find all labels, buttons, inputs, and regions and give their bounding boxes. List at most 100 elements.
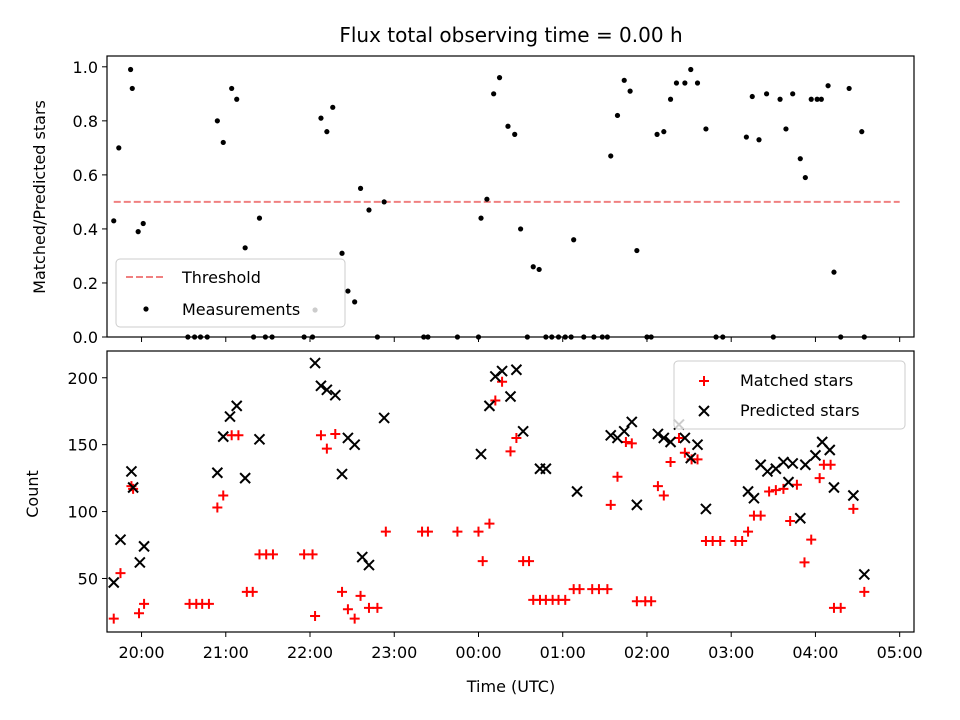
measurement-point (790, 91, 796, 97)
measurement-point (614, 112, 621, 119)
predicted-star-point (748, 492, 760, 504)
x-tick-label: 20:00 (118, 643, 164, 662)
bottom-y-tick-label: 50 (78, 569, 98, 588)
top-plot-area (111, 66, 900, 340)
measurement-point (127, 66, 134, 73)
measurement-point (763, 91, 770, 97)
measurement-point (318, 115, 324, 121)
predicted-star-point (824, 444, 836, 456)
matched-star-point (247, 586, 258, 597)
measurement-point (673, 80, 680, 86)
predicted-star-point (540, 463, 552, 475)
predicted-star-point (496, 365, 508, 377)
legend-predicted-swatch (698, 405, 710, 417)
matched-star-point (473, 526, 484, 537)
matched-star-point (330, 428, 341, 439)
top-legend-box (115, 258, 346, 328)
matched-star-point (203, 598, 214, 609)
matched-star-point (814, 473, 825, 484)
matched-star-point (212, 502, 223, 513)
measurement-point (366, 207, 372, 213)
measurement-point (512, 131, 518, 137)
predicted-star-point (605, 429, 617, 442)
measurement-point (234, 96, 240, 102)
predicted-star-point (631, 499, 643, 511)
matched-star-point (612, 471, 623, 482)
measurement-point (859, 129, 865, 135)
matched-star-point (825, 459, 836, 470)
predicted-star-point (321, 384, 333, 396)
bottom-subplot: Count 50 100 150 200 20:00 21:00 22:00 23:00 00… (23, 350, 923, 696)
x-tick-label: 04:00 (792, 643, 838, 662)
matched-star-point (372, 602, 383, 613)
predicted-star-point (253, 433, 266, 446)
predicted-star-point (786, 457, 799, 470)
matched-star-point (755, 510, 766, 521)
x-tick-label: 23:00 (371, 643, 417, 662)
measurement-point (808, 96, 814, 102)
matched-star-point (108, 613, 119, 624)
predicted-star-point (794, 512, 806, 524)
measurement-point (627, 88, 633, 94)
matched-star-point (743, 526, 754, 537)
matched-star-point (848, 503, 859, 514)
predicted-star-point (329, 389, 341, 401)
matched-star-point (658, 490, 669, 501)
matched-star-point (593, 584, 604, 595)
matched-star-point (115, 568, 126, 579)
matched-star-point (652, 481, 663, 492)
predicted-star-point (618, 425, 630, 437)
matched-star-point (737, 536, 748, 547)
figure-title: Flux total observing time = 0.00 h (339, 23, 682, 47)
measurement-point (484, 196, 490, 202)
x-tick-label: 22:00 (287, 643, 333, 662)
measurement-point (242, 245, 248, 251)
predicted-star-point (799, 459, 812, 471)
matched-star-point (631, 596, 642, 607)
matched-star-point (602, 584, 613, 595)
matched-star-point (299, 549, 310, 560)
predicted-star-point (315, 380, 327, 392)
predicted-star-point (134, 556, 146, 569)
top-legend: Threshold Measurements (115, 258, 346, 328)
matched-star-point (646, 596, 657, 607)
measurement-point (496, 75, 503, 81)
bottom-y-tick-label: 100 (67, 503, 98, 522)
bottom-plot-area (108, 357, 871, 624)
matched-star-point (218, 490, 229, 501)
top-y-axis: 0.0 0.2 0.4 0.6 0.8 1.0 (73, 58, 107, 347)
predicted-star-point (700, 503, 712, 515)
x-tick-label: 21:00 (203, 643, 249, 662)
matched-star-point (321, 443, 332, 454)
matched-star-point (233, 430, 244, 441)
measurement-point (229, 85, 235, 92)
matched-star-point (422, 526, 433, 537)
matched-star-point (505, 446, 516, 457)
measurement-point (797, 156, 803, 162)
matched-star-point (778, 483, 789, 494)
predicted-star-point (571, 485, 583, 498)
predicted-star-point (858, 568, 871, 581)
predicted-star-point (483, 400, 496, 412)
top-y-tick-label: 0.8 (73, 112, 98, 131)
x-axis-title: Time (UTC) (466, 677, 555, 696)
predicted-star-point (685, 452, 697, 464)
top-subplot: Matched/Predicted stars 0.0 0.2 0.4 0.6 0.8 1… (30, 55, 915, 347)
x-tick-label: 03:00 (708, 643, 754, 662)
x-tick-label: 00:00 (455, 643, 501, 662)
measurement-point (220, 139, 226, 146)
top-axes-frame (106, 55, 915, 338)
predicted-star-point (378, 412, 390, 424)
matched-star-point (692, 454, 703, 465)
predicted-star-point (626, 416, 638, 428)
bottom-legend-box (673, 360, 906, 430)
matched-star-point (497, 376, 508, 387)
matched-star-point (490, 395, 501, 406)
matched-star-point (315, 430, 326, 441)
matched-star-point (363, 602, 374, 613)
matched-star-point (770, 485, 781, 496)
matched-star-point (524, 556, 535, 567)
bottom-y-axis-title: Count (23, 470, 42, 518)
predicted-star-point (777, 456, 790, 468)
